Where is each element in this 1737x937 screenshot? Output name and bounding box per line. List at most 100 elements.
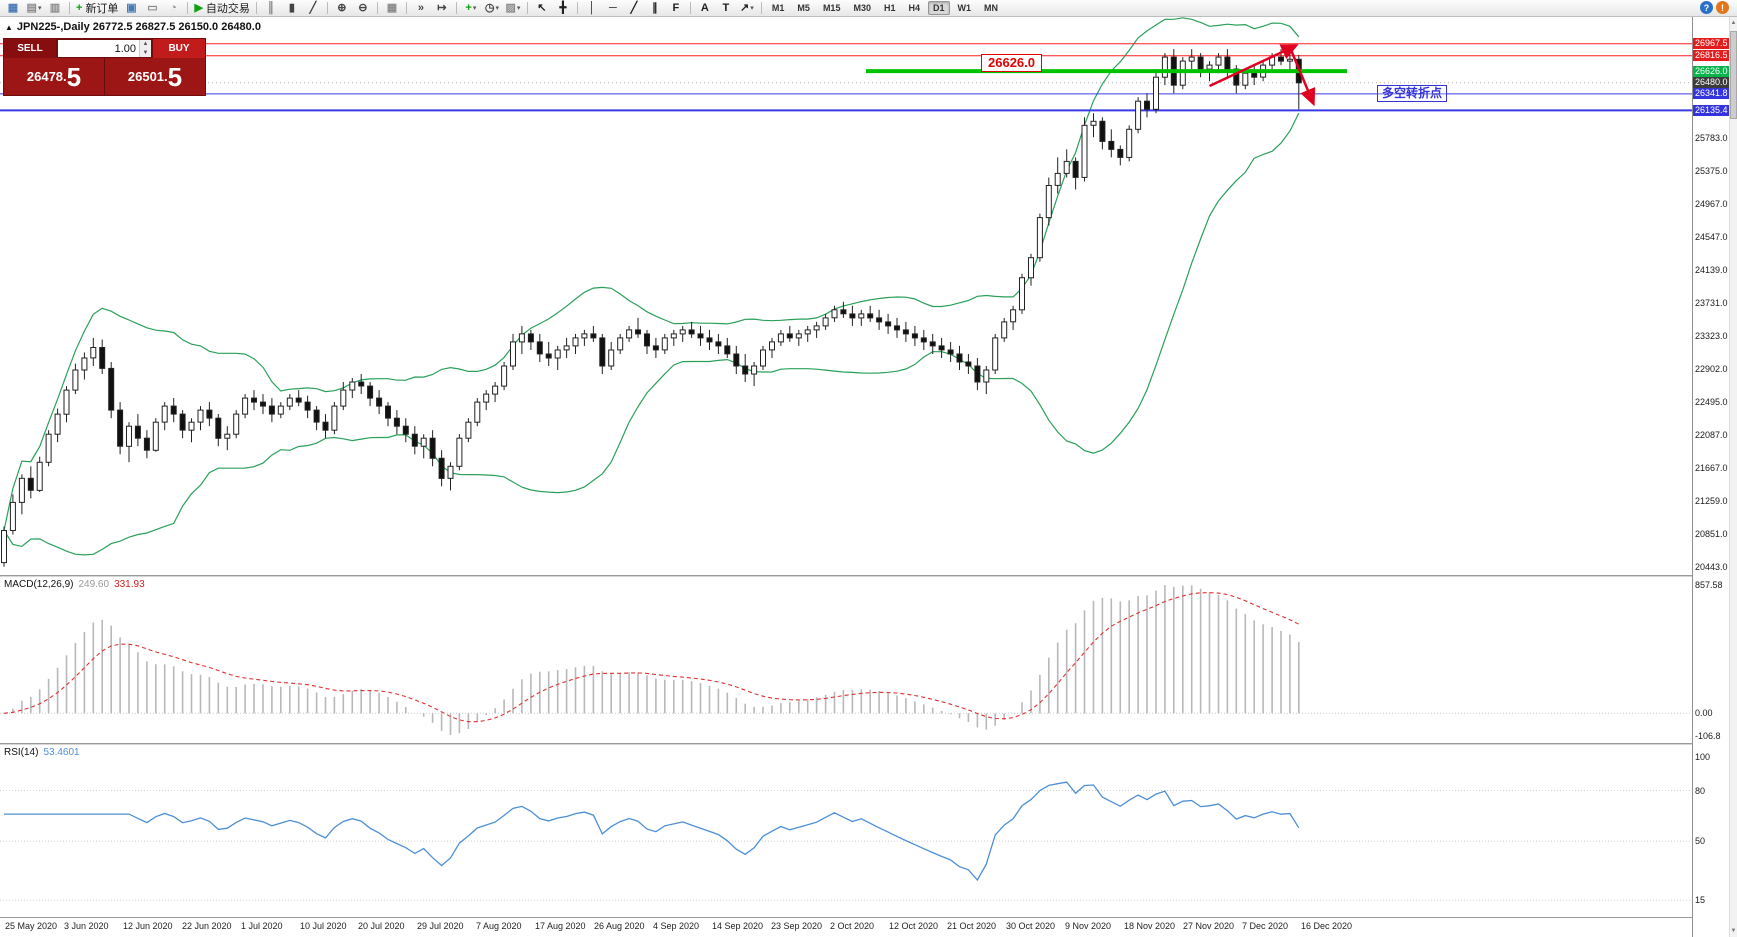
navigator-icon[interactable]: ▣ (126, 1, 137, 14)
timeframe-m5[interactable]: M5 (797, 3, 810, 13)
tile-windows-icon[interactable]: ▦ (386, 1, 398, 14)
macd-name: MACD(12,26,9) (4, 579, 74, 590)
rsi-line (4, 781, 1300, 882)
timeframe-m30[interactable]: M30 (853, 3, 871, 13)
bar-chart-icon[interactable]: ║ (267, 1, 275, 14)
sell-price[interactable]: 26478. 5 (4, 58, 104, 95)
rsi-pane[interactable]: RSI(14) 53.4601 (0, 745, 1692, 917)
axis-price-label: 26480.0 (1693, 77, 1729, 88)
timeframe-d1[interactable]: D1 (928, 1, 950, 15)
scroll-up-icon[interactable]: ▲ (1730, 20, 1737, 26)
axis-price-label: 25375.0 (1695, 166, 1728, 176)
terminal-icon[interactable]: ▭ (147, 1, 158, 14)
axis-price-label: 26816.5 (1693, 50, 1729, 61)
vertical-line-icon[interactable]: │ (588, 1, 596, 14)
strategy-tester-icon[interactable]: ◔ (170, 1, 177, 14)
toolbar-separator (760, 2, 762, 14)
macd-value-main: 249.60 (78, 579, 110, 590)
periods-icon[interactable]: ◷ ▾ (484, 1, 499, 14)
buy-price[interactable]: 26501. 5 (104, 58, 205, 95)
auto-scroll-icon[interactable]: » (417, 1, 424, 14)
axis-price-label: 15 (1695, 895, 1706, 905)
axis-price-label: 22495.0 (1695, 397, 1728, 407)
candlestick-icon[interactable]: ▮ (288, 1, 295, 14)
fibonacci-icon[interactable]: F (672, 1, 680, 14)
volume-value[interactable]: 1.00 (114, 42, 136, 55)
alert-icon[interactable]: ! (1716, 1, 1729, 14)
pane-separator[interactable] (0, 575, 1692, 577)
scrollbar-thumb[interactable] (1730, 31, 1737, 119)
rsi-value: 53.4601 (43, 747, 80, 758)
new-order-button[interactable]: + 新订单 (76, 1, 119, 15)
channel-icon[interactable]: ∥ (652, 1, 658, 14)
axis-price-label: 24547.0 (1695, 232, 1728, 242)
macd-pane[interactable]: MACD(12,26,9) 249.60 331.93 (0, 577, 1692, 743)
candlestick-chart[interactable] (0, 17, 1692, 575)
templates-icon[interactable]: ▨ ▾ (505, 1, 521, 14)
timeframe-h4[interactable]: H4 (908, 3, 920, 13)
timeframe-mn[interactable]: MN (984, 3, 999, 13)
chart-profiles-icon[interactable]: ▤ ▾ (26, 1, 42, 14)
date-label: 20 Jul 2020 (358, 921, 405, 931)
date-label: 14 Sep 2020 (712, 921, 764, 931)
zoom-out-icon[interactable]: ⊖ (358, 1, 368, 14)
axis-price-label: 100 (1695, 752, 1711, 762)
buy-button[interactable]: BUY (152, 39, 205, 58)
volume-up-icon[interactable]: ▲ (140, 40, 151, 49)
one-click-trading-panel: SELL 1.00 ▲ ▼ BUY 26478. 5 26501. 5 (3, 38, 206, 96)
timeframe-m1[interactable]: M1 (771, 3, 785, 13)
macd-chart (0, 585, 1692, 735)
turning-point-label[interactable]: 多空转折点 (1377, 85, 1448, 102)
timeframe-w1[interactable]: W1 (957, 3, 972, 13)
trend-arrow (1208, 44, 1299, 88)
toolbar-separator (376, 2, 378, 14)
timeframe-h1[interactable]: H1 (883, 3, 896, 13)
timeframe-m15[interactable]: M15 (822, 3, 841, 13)
buy-price-main: 26501. (127, 69, 168, 84)
date-label: 18 Nov 2020 (1124, 921, 1176, 931)
price-axis: 26967.5 26816.5 26626.0 26480.0 26341.8 26135… (1692, 17, 1729, 937)
arrows-icon[interactable]: ↗ ▾ (740, 1, 754, 14)
volume-down-icon[interactable]: ▼ (140, 48, 151, 57)
date-label: 29 Jul 2020 (417, 921, 464, 931)
date-label: 2 Oct 2020 (830, 921, 875, 931)
macd-histogram (12, 585, 1300, 735)
main-chart-pane[interactable]: ▲ JPN225-,Daily 26772.5 26827.5 26150.0 2… (0, 17, 1692, 575)
chart-shift-icon[interactable]: ↦ (437, 1, 447, 14)
help-icon[interactable]: ? (1700, 1, 1713, 14)
new-chart-icon[interactable]: ▦ (7, 1, 19, 14)
axis-price-label: 25783.0 (1695, 133, 1728, 143)
axis-price-label: 26626.0 (1693, 66, 1729, 77)
horizontal-line-icon[interactable]: ─ (609, 1, 617, 14)
toolbar-separator (576, 2, 578, 14)
indicators-icon[interactable]: + ▾ (465, 1, 477, 14)
trendline-icon[interactable]: ╱ (630, 1, 638, 14)
candles (1, 49, 1302, 567)
autotrading-button[interactable]: ▶ 自动交易 (194, 1, 250, 15)
cursor-icon[interactable]: ↖ (537, 1, 547, 14)
text-icon[interactable]: A (700, 1, 709, 14)
line-chart-icon[interactable]: ╱ (309, 1, 317, 14)
toolbar-separator (405, 2, 407, 14)
date-label: 25 May 2020 (5, 921, 58, 931)
axis-price-label: 50 (1695, 836, 1706, 846)
market-watch-icon[interactable]: ▥ (49, 1, 61, 14)
zoom-in-icon[interactable]: ⊕ (337, 1, 347, 14)
date-label: 7 Dec 2020 (1242, 921, 1289, 931)
price-level-label[interactable]: 26626.0 (981, 54, 1042, 72)
date-label: 22 Jun 2020 (182, 921, 232, 931)
vertical-scrollbar[interactable]: ▲ ▼ (1729, 17, 1737, 937)
text-label-icon[interactable]: T (722, 1, 730, 14)
date-label: 27 Nov 2020 (1183, 921, 1235, 931)
scroll-down-icon[interactable]: ▼ (1730, 928, 1737, 934)
toolbar-right-icons: ?! (1700, 1, 1729, 14)
price-lines (0, 43, 1692, 112)
crosshair-icon[interactable]: ╋ (559, 1, 567, 14)
volume-field[interactable]: 1.00 ▲ ▼ (57, 39, 152, 58)
sell-button[interactable]: SELL (4, 39, 57, 58)
date-label: 12 Oct 2020 (889, 921, 939, 931)
volume-stepper[interactable]: ▲ ▼ (139, 40, 151, 57)
bollinger-bands (3, 17, 1300, 556)
pane-separator[interactable] (0, 743, 1692, 745)
